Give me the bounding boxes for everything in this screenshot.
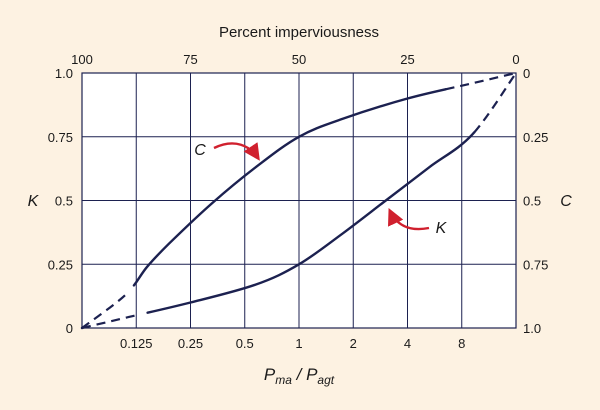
annotation-arrow-k <box>388 207 430 231</box>
top-tick-label: 75 <box>183 52 197 67</box>
series-lines <box>80 71 518 330</box>
right-tick-label: 1.0 <box>523 321 541 336</box>
annotation-label-c: C <box>194 142 206 159</box>
left-tick-label: 0.25 <box>48 257 73 272</box>
right-tick-label: 0.25 <box>523 130 548 145</box>
bottom-tick-label: 1 <box>295 336 302 351</box>
left-tick-label: 1.0 <box>55 66 73 81</box>
top-tick-label: 0 <box>512 52 519 67</box>
top-tick-label: 50 <box>292 52 306 67</box>
bottom-tick-label: 4 <box>404 336 411 351</box>
annotations: CK <box>194 142 447 237</box>
series-c-line <box>80 71 518 330</box>
left-axis-title: K <box>28 193 40 210</box>
bottom-tick-label: 0.5 <box>236 336 254 351</box>
right-tick-label: 0 <box>523 66 530 81</box>
left-tick-label: 0.75 <box>48 130 73 145</box>
bottom-tick-label: 0.25 <box>178 336 203 351</box>
bottom-axis-title: Pma / Pagt <box>264 365 335 387</box>
top-tick-label: 25 <box>400 52 414 67</box>
bottom-tick-label: 0.125 <box>120 336 153 351</box>
right-tick-label: 0.5 <box>523 194 541 209</box>
annotation-label-k: K <box>436 220 448 237</box>
annotation-arrow-c <box>213 142 260 161</box>
right-tick-label: 0.75 <box>523 257 548 272</box>
bottom-axis-title-main: P <box>264 365 276 384</box>
top-axis-title: Percent imperviousness <box>219 24 379 41</box>
left-tick-label: 0.5 <box>55 194 73 209</box>
top-tick-label: 100 <box>71 52 93 67</box>
bottom-axis-title-sep: / P <box>292 365 318 384</box>
bottom-axis-title-sub2: agt <box>317 373 334 387</box>
bottom-tick-label: 2 <box>350 336 357 351</box>
bottom-axis-title-sub1: ma <box>275 373 292 387</box>
right-axis-title: C <box>560 193 572 210</box>
left-tick-label: 0 <box>66 321 73 336</box>
tick-labels: 100 75 50 25 0 0.125 0.25 0.5 1 2 4 8 1.0 0.75 0.5 0.25… <box>48 52 549 351</box>
series-k-line <box>80 71 518 330</box>
bottom-tick-label: 8 <box>458 336 465 351</box>
